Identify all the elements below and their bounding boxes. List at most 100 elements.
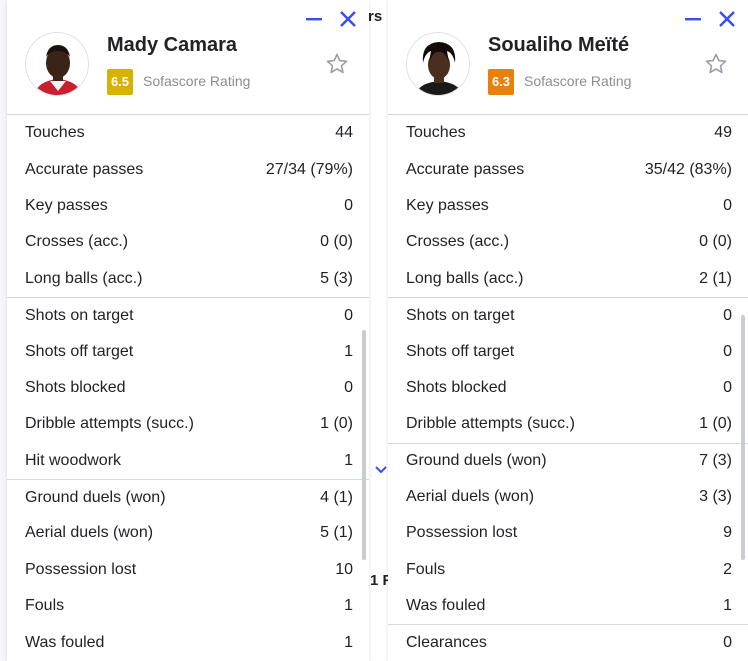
stat-row: Dribble attempts (succ.) 1 (0) bbox=[388, 406, 748, 442]
stat-label: Ground duels (won) bbox=[406, 452, 547, 470]
stat-label: Possession lost bbox=[406, 524, 518, 542]
stat-row: Ground duels (won) 7 (3) bbox=[388, 442, 748, 479]
rating-label: Sofascore Rating bbox=[143, 73, 251, 89]
stat-label: Touches bbox=[406, 124, 466, 142]
stat-row: Aerial duels (won) 5 (1) bbox=[7, 515, 369, 551]
stat-value: 27/34 (79%) bbox=[265, 160, 353, 178]
stat-row: Fouls 2 bbox=[388, 552, 748, 588]
minimize-icon bbox=[685, 18, 701, 21]
stat-label: Key passes bbox=[25, 196, 108, 214]
stat-value: 0 bbox=[344, 196, 353, 214]
minimize-button[interactable] bbox=[303, 8, 325, 30]
stat-label: Long balls (acc.) bbox=[25, 269, 143, 287]
stat-label: Shots blocked bbox=[25, 378, 126, 396]
stat-row: Possession lost 9 bbox=[388, 515, 748, 551]
star-icon bbox=[705, 53, 727, 74]
stat-label: Shots on target bbox=[25, 306, 134, 324]
stat-row: Dribble attempts (succ.) 1 (0) bbox=[7, 406, 369, 442]
player-avatar bbox=[406, 32, 470, 96]
stat-label: Possession lost bbox=[25, 560, 137, 578]
stat-label: Clearances bbox=[406, 634, 487, 652]
stat-value: 2 bbox=[723, 560, 732, 578]
stat-label: Aerial duels (won) bbox=[406, 488, 535, 506]
stat-row: Shots on target 0 bbox=[7, 296, 369, 333]
stat-label: Accurate passes bbox=[406, 160, 525, 178]
stat-value: 9 bbox=[723, 524, 732, 542]
stat-row: Long balls (acc.) 2 (1) bbox=[388, 261, 748, 297]
stat-label: Long balls (acc.) bbox=[406, 269, 524, 287]
stat-row: Was fouled 1 bbox=[7, 624, 369, 660]
rating-badge: 6.5 bbox=[107, 69, 133, 95]
rating-label: Sofascore Rating bbox=[524, 73, 632, 89]
stat-row: Aerial duels (won) 3 (3) bbox=[388, 479, 748, 515]
stat-value: 0 (0) bbox=[699, 233, 732, 251]
stat-label: Was fouled bbox=[25, 633, 105, 651]
stat-label: Ground duels (won) bbox=[25, 488, 166, 506]
stat-value: 1 (0) bbox=[320, 415, 353, 433]
stat-row: Hit woodwork 1 bbox=[7, 443, 369, 479]
stat-value: 10 bbox=[335, 560, 353, 578]
stat-row: Touches 49 bbox=[388, 115, 748, 151]
stat-row: Touches 44 bbox=[7, 115, 369, 151]
stat-value: 0 bbox=[723, 378, 732, 396]
stat-label: Shots off target bbox=[406, 342, 515, 360]
player-name: Mady Camara bbox=[107, 34, 238, 56]
stat-label: Touches bbox=[25, 124, 85, 142]
stat-label: Dribble attempts (succ.) bbox=[25, 415, 194, 433]
close-button[interactable] bbox=[337, 8, 359, 30]
minimize-button[interactable] bbox=[682, 8, 704, 30]
stats-list: Touches 49 Accurate passes 35/42 (83%) Key p… bbox=[388, 115, 748, 661]
stat-row: Long balls (acc.) 5 (3) bbox=[7, 261, 369, 297]
stat-row: Shots on target 0 bbox=[388, 296, 748, 333]
stat-label: Dribble attempts (succ.) bbox=[406, 415, 575, 433]
stat-value: 1 bbox=[723, 597, 732, 615]
favorite-button[interactable] bbox=[704, 52, 728, 76]
stat-row: Accurate passes 35/42 (83%) bbox=[388, 151, 748, 187]
stat-label: Key passes bbox=[406, 196, 489, 214]
stat-value: 4 (1) bbox=[320, 488, 353, 506]
stat-row: Was fouled 1 bbox=[388, 588, 748, 624]
stat-value: 5 (1) bbox=[320, 524, 353, 542]
player-stats-popup-right: Soualiho Meïté 6.3 Sofascore Rating Touc… bbox=[388, 0, 748, 661]
favorite-button[interactable] bbox=[325, 52, 349, 76]
stat-label: Shots on target bbox=[406, 306, 515, 324]
stat-value: 0 (0) bbox=[320, 233, 353, 251]
scrollbar[interactable] bbox=[741, 315, 745, 560]
background-text-fragment: 1 F bbox=[370, 572, 392, 589]
stat-value: 1 bbox=[344, 597, 353, 615]
stat-label: Crosses (acc.) bbox=[25, 233, 129, 251]
stat-label: Crosses (acc.) bbox=[406, 233, 510, 251]
stat-row: Shots blocked 0 bbox=[388, 370, 748, 406]
stat-label: Fouls bbox=[406, 560, 446, 578]
stat-value: 0 bbox=[723, 342, 732, 360]
stat-label: Shots blocked bbox=[406, 378, 507, 396]
stat-value: 1 (0) bbox=[699, 415, 732, 433]
scrollbar[interactable] bbox=[362, 330, 366, 560]
minimize-icon bbox=[306, 18, 322, 21]
stats-list: Touches 44 Accurate passes 27/34 (79%) Key p… bbox=[7, 115, 369, 661]
star-icon bbox=[326, 53, 348, 74]
stat-row: Fouls 1 bbox=[7, 588, 369, 624]
chevron-down-icon[interactable] bbox=[374, 462, 388, 476]
close-icon bbox=[340, 11, 356, 27]
stat-row: Possession lost 10 bbox=[7, 552, 369, 588]
close-icon bbox=[719, 11, 735, 27]
player-avatar bbox=[25, 32, 89, 96]
player-stats-popup-left: Mady Camara 6.5 Sofascore Rating Touches… bbox=[7, 0, 369, 661]
close-button[interactable] bbox=[716, 8, 738, 30]
stat-value: 44 bbox=[335, 124, 353, 142]
stat-value: 7 (3) bbox=[699, 452, 732, 470]
stat-row: Shots off target 1 bbox=[7, 333, 369, 369]
stat-value: 2 (1) bbox=[699, 269, 732, 287]
background-column bbox=[368, 0, 388, 661]
player-header: Soualiho Meïté 6.3 Sofascore Rating bbox=[388, 0, 748, 115]
stat-value: 1 bbox=[344, 451, 353, 469]
background-heading-fragment: rs bbox=[368, 8, 383, 25]
stat-row: Key passes 0 bbox=[388, 188, 748, 224]
stat-value: 0 bbox=[723, 634, 732, 652]
stat-value: 1 bbox=[344, 342, 353, 360]
stat-row: Crosses (acc.) 0 (0) bbox=[7, 224, 369, 260]
stat-row: Key passes 0 bbox=[7, 188, 369, 224]
stat-label: Was fouled bbox=[406, 597, 486, 615]
player-name: Soualiho Meïté bbox=[488, 34, 630, 56]
